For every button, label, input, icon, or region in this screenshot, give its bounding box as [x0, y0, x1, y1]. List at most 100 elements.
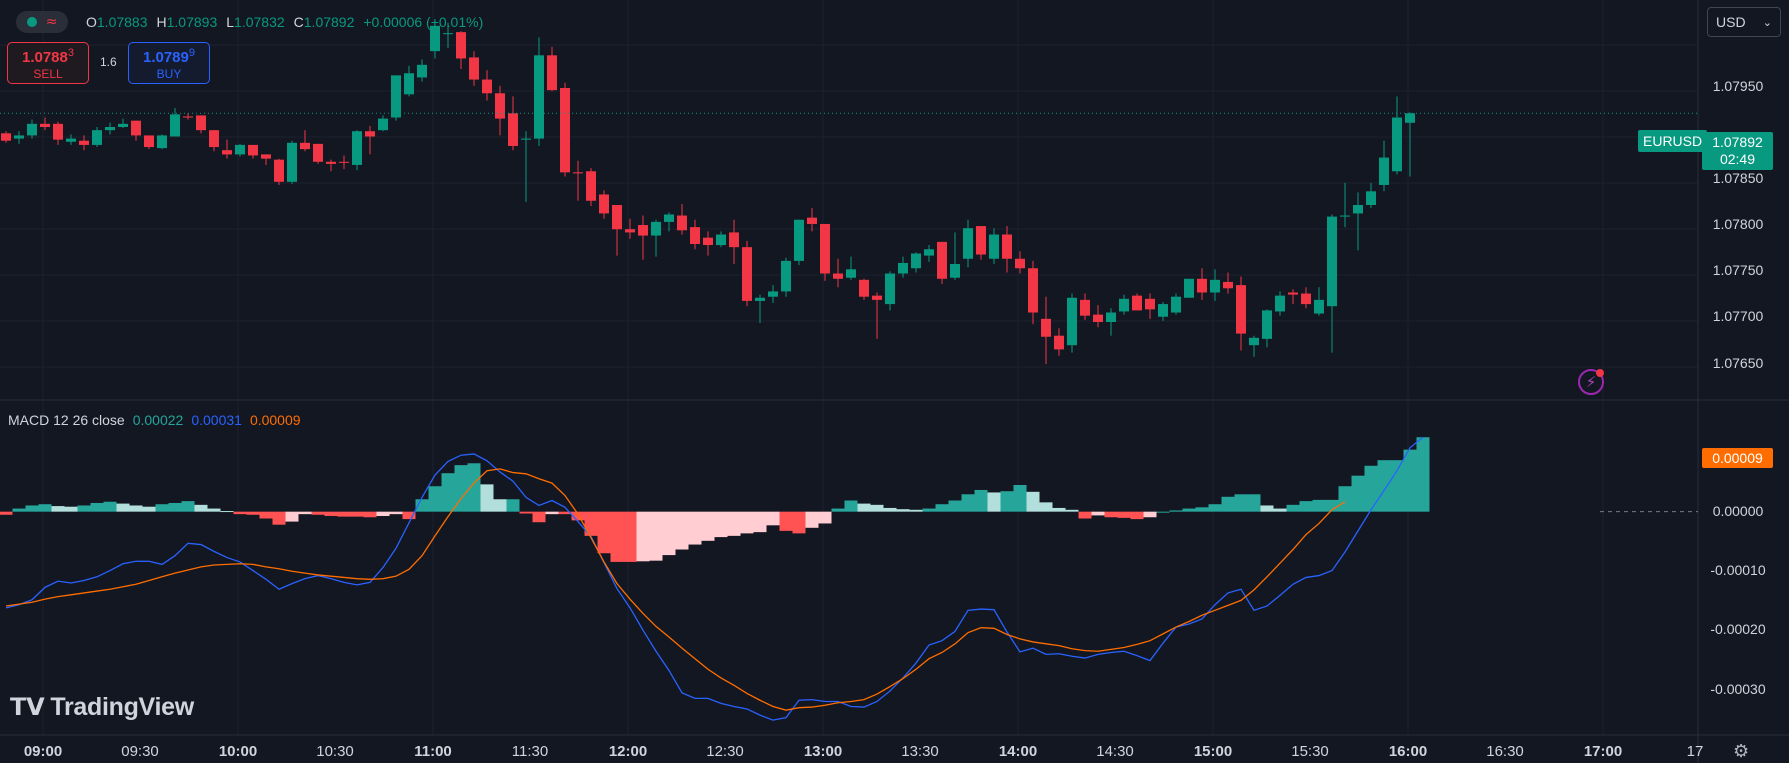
macd-histogram-bar [662, 511, 676, 556]
candle-body [40, 123, 50, 127]
candle-body [1067, 297, 1077, 346]
candle-body [716, 234, 726, 246]
macd-histogram-bar [532, 511, 546, 523]
candle-body [1288, 292, 1298, 295]
sell-button[interactable]: 1.07883 SELL [7, 42, 89, 84]
tradingview-logo[interactable]: 𝗧𝗩 TradingView [10, 693, 194, 722]
candle-body [638, 225, 648, 236]
wave-icon: ≈ [45, 14, 58, 30]
price-axis-label: 1.07850 [1712, 170, 1764, 186]
candle-body [924, 249, 934, 256]
candle-body [898, 262, 908, 274]
chevron-down-icon: ⌄ [1762, 16, 1772, 29]
macd-histogram-bar [883, 507, 897, 512]
macd-histogram-bar [1182, 508, 1196, 512]
macd-histogram-bar [636, 511, 650, 562]
gear-icon[interactable]: ⚙ [1733, 741, 1750, 762]
macd-histogram-bar [688, 511, 702, 545]
macd-histogram-bar [857, 503, 871, 512]
candle-body [1119, 298, 1129, 312]
macd-histogram-bar [246, 511, 260, 515]
macd-histogram-bar [129, 505, 143, 512]
candle-body [183, 116, 193, 118]
candle-body [1366, 191, 1376, 205]
indicator-toggle[interactable]: ≈ [16, 11, 68, 33]
macd-histogram-bar [220, 511, 234, 513]
candle-body [196, 115, 206, 131]
macd-histogram-bar [961, 494, 975, 512]
time-axis-label: 17:00 [1583, 743, 1623, 760]
macd-histogram-bar [727, 511, 741, 536]
candle-body [1093, 314, 1103, 322]
candle-body [1054, 335, 1064, 350]
candle-body [378, 118, 388, 131]
macd-legend[interactable]: MACD 12 26 close 0.00022 0.00031 0.00009 [8, 412, 301, 428]
macd-histogram-bar [623, 511, 637, 562]
candle-body [1002, 234, 1012, 259]
macd-histogram-bar [103, 501, 117, 512]
macd-axis-label: -0.00030 [1710, 681, 1766, 697]
macd-histogram-bar [1351, 475, 1365, 512]
candle-body [755, 297, 765, 301]
macd-histogram-bar [90, 502, 104, 512]
candle-body [846, 269, 856, 278]
macd-histogram-bar [1078, 511, 1092, 519]
candle-body [1353, 205, 1363, 214]
bar-countdown: 02:49 [1719, 151, 1756, 167]
candle-body [79, 140, 89, 145]
candle-body [287, 142, 297, 182]
macd-line-value: 0.00031 [191, 412, 242, 428]
macd-histogram-bar [519, 511, 533, 514]
macd-histogram-bar [701, 511, 715, 541]
candle-body [495, 93, 505, 119]
candle-body [417, 64, 427, 78]
macd-histogram-bar [1273, 508, 1287, 512]
time-axis-label: 13:00 [803, 743, 843, 760]
macd-histogram-bar [1000, 491, 1014, 512]
macd-histogram-bar [376, 511, 390, 517]
macd-histogram-bar [64, 506, 78, 512]
macd-histogram-bar [1403, 449, 1417, 512]
candle-body [1210, 279, 1220, 293]
macd-histogram-bar [649, 511, 663, 561]
candle-body [508, 113, 518, 146]
time-axis-label: 13:30 [901, 743, 939, 760]
time-axis-label: 14:00 [998, 743, 1038, 760]
candle-body [352, 131, 362, 165]
macd-histogram-bar [337, 511, 351, 517]
candle-body [1236, 285, 1246, 334]
candle-body [1392, 117, 1402, 172]
price-axis-label: 1.07750 [1712, 262, 1764, 278]
close-value: 1.07892 [303, 14, 355, 30]
macd-histogram-bar [38, 504, 52, 512]
price-axis-label: 1.07650 [1712, 355, 1764, 371]
candle-body [664, 214, 674, 222]
candle-body [625, 229, 635, 233]
buy-pip: 9 [188, 47, 195, 59]
candle-body [690, 227, 700, 244]
macd-histogram-bar [155, 504, 169, 512]
candle-body [1041, 318, 1051, 337]
macd-histogram-bar [1286, 504, 1300, 512]
time-axis-label: 12:00 [608, 743, 648, 760]
candle-body [430, 25, 440, 52]
macd-histogram-bar [1377, 460, 1391, 512]
close-label: C [293, 14, 304, 30]
macd-histogram-bar [779, 511, 793, 531]
candle-body [794, 219, 804, 261]
currency-select[interactable]: USD ⌄ [1707, 7, 1781, 37]
symbol-tag: EURUSD [1638, 130, 1708, 152]
lightning-icon[interactable]: ⚡ [1578, 369, 1604, 395]
macd-histogram-bar [1208, 504, 1222, 512]
candle-body [443, 33, 453, 35]
macd-histogram-bar [1364, 465, 1378, 512]
macd-histogram-bar [363, 511, 377, 518]
candle-body [807, 217, 817, 224]
buy-button[interactable]: 1.07899 BUY [128, 42, 210, 84]
candle-body [235, 144, 245, 155]
macd-histogram-bar [909, 509, 923, 512]
macd-histogram-bar [987, 492, 1001, 512]
macd-histogram-bar [1130, 511, 1144, 520]
candle-body [222, 150, 232, 155]
